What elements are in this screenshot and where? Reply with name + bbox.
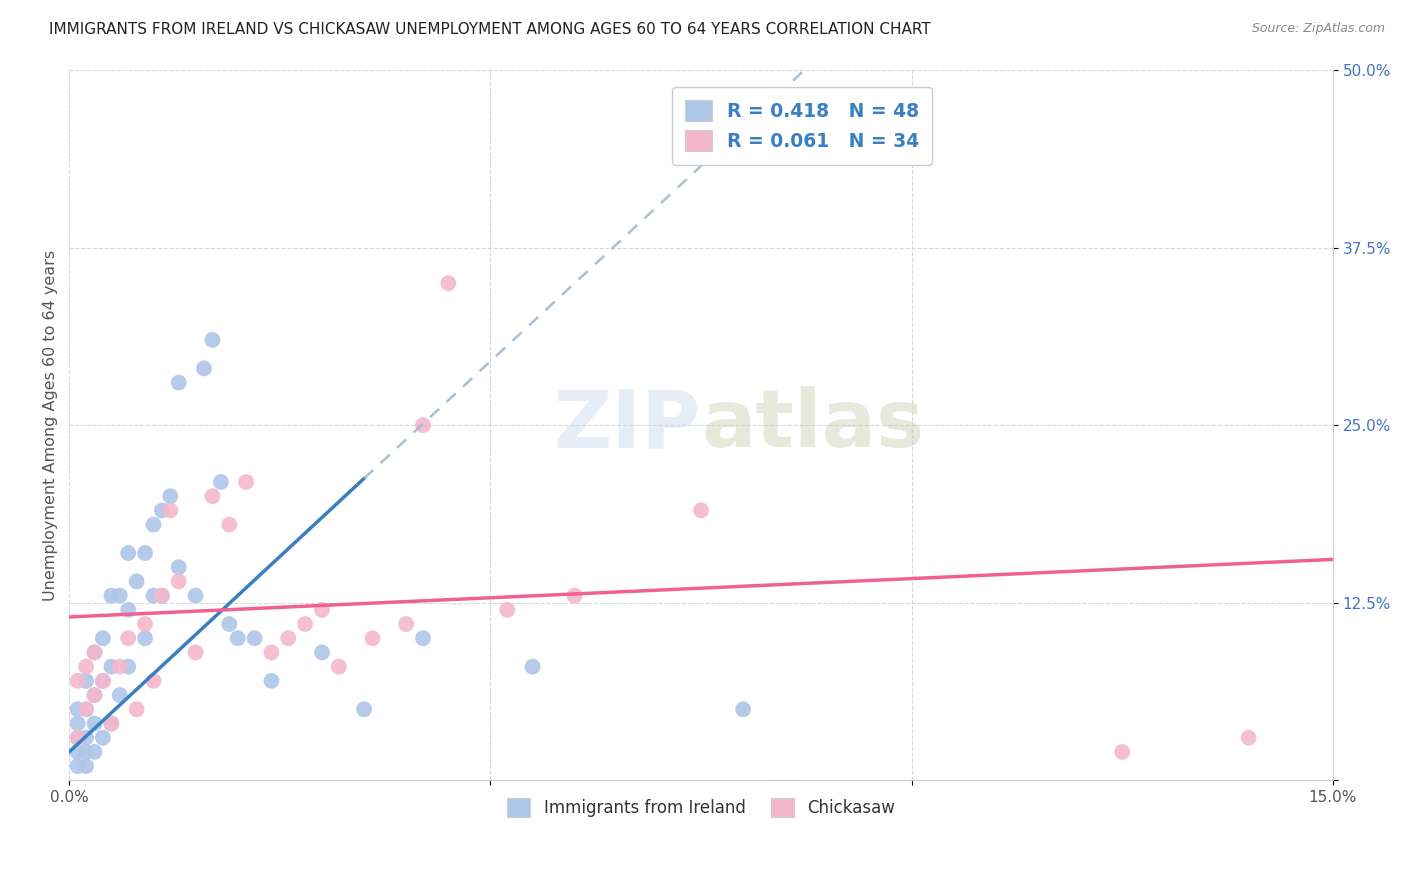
Point bbox=[100, 589, 122, 603]
Point bbox=[117, 632, 139, 646]
Point bbox=[277, 632, 299, 646]
Point bbox=[167, 574, 190, 589]
Point bbox=[83, 688, 105, 702]
Point bbox=[218, 517, 240, 532]
Point bbox=[117, 546, 139, 560]
Point bbox=[496, 603, 519, 617]
Point bbox=[311, 645, 333, 659]
Text: Source: ZipAtlas.com: Source: ZipAtlas.com bbox=[1251, 22, 1385, 36]
Text: atlas: atlas bbox=[702, 386, 924, 464]
Point bbox=[733, 702, 755, 716]
Point bbox=[142, 517, 165, 532]
Point bbox=[564, 589, 586, 603]
Point bbox=[328, 659, 350, 673]
Point bbox=[134, 632, 156, 646]
Point bbox=[150, 589, 173, 603]
Point bbox=[260, 645, 283, 659]
Point bbox=[522, 659, 544, 673]
Point bbox=[412, 632, 434, 646]
Point bbox=[91, 673, 114, 688]
Point bbox=[117, 659, 139, 673]
Y-axis label: Unemployment Among Ages 60 to 64 years: Unemployment Among Ages 60 to 64 years bbox=[44, 250, 58, 600]
Point bbox=[91, 632, 114, 646]
Point bbox=[100, 716, 122, 731]
Point bbox=[260, 673, 283, 688]
Point bbox=[66, 731, 89, 745]
Point bbox=[167, 560, 190, 574]
Point bbox=[83, 716, 105, 731]
Point bbox=[218, 617, 240, 632]
Point bbox=[75, 659, 97, 673]
Point bbox=[184, 645, 207, 659]
Point bbox=[108, 589, 131, 603]
Point bbox=[91, 731, 114, 745]
Point bbox=[75, 745, 97, 759]
Point bbox=[235, 475, 257, 489]
Point bbox=[100, 659, 122, 673]
Point bbox=[83, 688, 105, 702]
Point bbox=[83, 645, 105, 659]
Point bbox=[66, 702, 89, 716]
Point bbox=[66, 759, 89, 773]
Point bbox=[142, 589, 165, 603]
Point bbox=[83, 645, 105, 659]
Point bbox=[125, 702, 148, 716]
Point bbox=[100, 716, 122, 731]
Point bbox=[125, 574, 148, 589]
Point bbox=[134, 546, 156, 560]
Point bbox=[75, 673, 97, 688]
Point bbox=[294, 617, 316, 632]
Point bbox=[437, 276, 460, 290]
Point bbox=[66, 731, 89, 745]
Point bbox=[201, 333, 224, 347]
Text: ZIP: ZIP bbox=[554, 386, 702, 464]
Point bbox=[412, 418, 434, 433]
Point bbox=[193, 361, 215, 376]
Point bbox=[226, 632, 249, 646]
Text: IMMIGRANTS FROM IRELAND VS CHICKASAW UNEMPLOYMENT AMONG AGES 60 TO 64 YEARS CORR: IMMIGRANTS FROM IRELAND VS CHICKASAW UNE… bbox=[49, 22, 931, 37]
Point bbox=[75, 702, 97, 716]
Point bbox=[311, 603, 333, 617]
Point bbox=[159, 489, 181, 503]
Point bbox=[361, 632, 384, 646]
Point bbox=[91, 673, 114, 688]
Point bbox=[167, 376, 190, 390]
Point bbox=[117, 603, 139, 617]
Point bbox=[66, 673, 89, 688]
Legend: Immigrants from Ireland, Chickasaw: Immigrants from Ireland, Chickasaw bbox=[499, 789, 904, 825]
Point bbox=[1237, 731, 1260, 745]
Point bbox=[75, 702, 97, 716]
Point bbox=[75, 731, 97, 745]
Point bbox=[83, 745, 105, 759]
Point bbox=[150, 503, 173, 517]
Point bbox=[66, 716, 89, 731]
Point bbox=[150, 589, 173, 603]
Point bbox=[243, 632, 266, 646]
Point bbox=[353, 702, 375, 716]
Point bbox=[395, 617, 418, 632]
Point bbox=[1111, 745, 1133, 759]
Point bbox=[184, 589, 207, 603]
Point bbox=[201, 489, 224, 503]
Point bbox=[142, 673, 165, 688]
Point bbox=[108, 659, 131, 673]
Point bbox=[66, 745, 89, 759]
Point bbox=[108, 688, 131, 702]
Point bbox=[209, 475, 232, 489]
Point bbox=[690, 503, 713, 517]
Point bbox=[134, 617, 156, 632]
Point bbox=[75, 759, 97, 773]
Point bbox=[159, 503, 181, 517]
